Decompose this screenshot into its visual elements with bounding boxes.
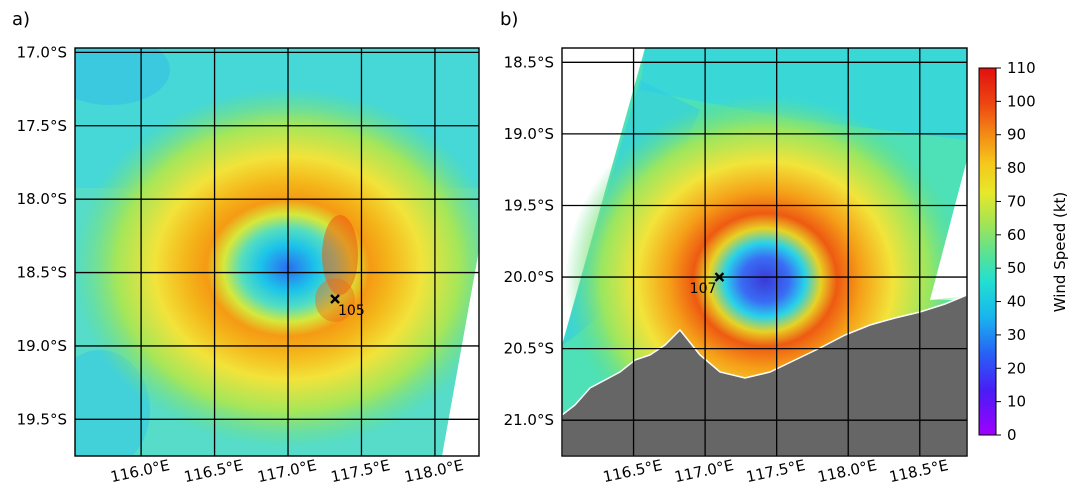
- panel-b-max-wind-marker: 107: [690, 272, 725, 297]
- colorbar-tick-label: 20: [1007, 359, 1026, 377]
- max-wind-x-icon: [330, 294, 340, 304]
- colorbar-tick-label: 40: [1007, 293, 1026, 311]
- panel-b-wind-field: [562, 48, 967, 456]
- panel-b: b) 18.5°S19.0°S19.5°S20.0°S20.5°S21.0°S …: [500, 9, 968, 486]
- panel-a-y-tick-label: 18.5°S: [17, 264, 67, 282]
- panel-a-y-tick-label: 19.0°S: [17, 337, 67, 355]
- panel-a-y-tick-label: 18.0°S: [17, 190, 67, 208]
- panel-a-gridlines: [75, 48, 479, 456]
- panel-a-label: a): [12, 9, 30, 30]
- panel-b-y-tick-label: 19.5°S: [504, 196, 554, 214]
- colorbar-tick-label: 0: [1007, 426, 1017, 444]
- panel-b-y-tick-label: 19.0°S: [504, 125, 554, 143]
- panel-b-x-tick-label: 118.0°E: [816, 456, 878, 486]
- panel-a: a) 17.0°S17.5°S18.0°S18.5°S19.0°S19.5°S …: [12, 9, 480, 486]
- panel-a-wind-field: [75, 48, 479, 456]
- panel-a-y-tick-label: 17.0°S: [17, 43, 67, 61]
- colorbar-tick-label: 80: [1007, 159, 1026, 177]
- colorbar-tick-label: 10: [1007, 393, 1026, 411]
- panel-a-y-ticks: 17.0°S 17.5°S 18.0°S 18.5°S 19.0°S 19.5°S: [17, 43, 67, 428]
- panel-b-y-tick-label: 21.0°S: [504, 411, 554, 429]
- panel-b-land: [562, 294, 967, 456]
- panel-a-x-tick-label: 117.0°E: [256, 456, 318, 486]
- panel-b-y-tick-label: 18.5°S: [504, 53, 554, 71]
- colorbar-tick-label: 90: [1007, 126, 1026, 144]
- colorbar-tick-label: 60: [1007, 226, 1026, 244]
- colorbar-tick-label: 100: [1007, 92, 1036, 110]
- colorbar-label: Wind Speed (kt): [1051, 192, 1069, 313]
- colorbar-tick-label: 50: [1007, 259, 1026, 277]
- panel-b-gridlines: [562, 48, 967, 456]
- panel-a-y-tick-label: 17.5°S: [17, 117, 67, 135]
- colorbar: 0 10 20 30 40 50 60 70 80 90 100 110 Wind Speed (kt…: [978, 59, 1069, 444]
- panel-b-frame: [561, 47, 968, 457]
- panel-b-y-ticks: 18.5°S 19.0°S 19.5°S 20.0°S 20.5°S 21.0°S: [504, 53, 554, 429]
- panel-b-label: b): [500, 9, 518, 30]
- panel-a-frame: [74, 47, 480, 457]
- colorbar-tick-label: 70: [1007, 192, 1026, 210]
- max-wind-x-icon: [714, 272, 725, 282]
- panel-a-x-ticks: 116.0°E 116.5°E 117.0°E 117.5°E 118.0°E: [109, 456, 465, 486]
- panel-b-x-ticks: 116.5°E 117.0°E 117.5°E 118.0°E 118.5°E: [601, 456, 950, 486]
- panel-b-x-tick-label: 116.5°E: [601, 456, 663, 486]
- panel-a-y-tick-label: 19.5°S: [17, 410, 67, 428]
- panel-a-x-tick-label: 118.0°E: [403, 456, 465, 486]
- colorbar-ticks: 0 10 20 30 40 50 60 70 80 90 100 110: [996, 59, 1036, 444]
- panel-a-max-wind-marker: 105: [330, 294, 365, 319]
- panel-b-x-tick-label: 118.5°E: [888, 456, 950, 486]
- panel-a-x-tick-label: 116.5°E: [182, 456, 244, 486]
- colorbar-tick-label: 30: [1007, 326, 1026, 344]
- colorbar-tick-label: 110: [1007, 59, 1036, 77]
- panel-b-y-tick-label: 20.5°S: [504, 340, 554, 358]
- max-wind-label: 107: [690, 281, 717, 297]
- panel-a-x-tick-label: 116.0°E: [109, 456, 171, 486]
- max-wind-label: 105: [338, 303, 365, 319]
- panel-b-x-tick-label: 117.0°E: [673, 456, 735, 486]
- colorbar-gradient: [978, 67, 997, 436]
- panel-a-x-tick-label: 117.5°E: [329, 456, 391, 486]
- panel-b-y-tick-label: 20.0°S: [504, 268, 554, 286]
- panel-b-x-tick-label: 117.5°E: [744, 456, 806, 486]
